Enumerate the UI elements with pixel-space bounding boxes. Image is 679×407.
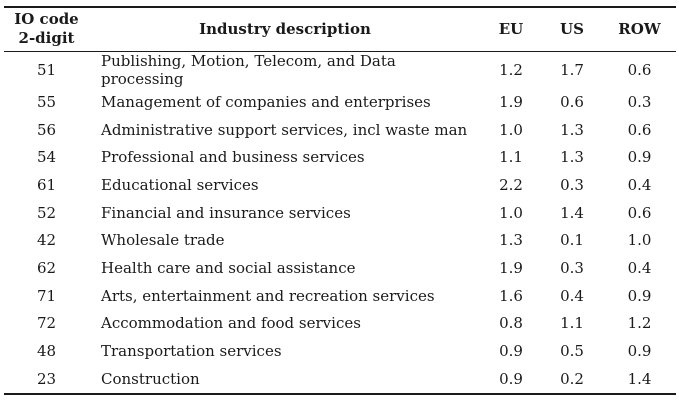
us-value-cell: 0.2 <box>560 369 584 388</box>
eu-value-cell: 1.2 <box>499 61 523 79</box>
io-code-cell: 48 <box>36 342 57 361</box>
table-row: 52 Financial and insurance services 1.0 1.4… <box>4 199 676 227</box>
table-row: 54 Professional and business services 1.1 1… <box>4 143 676 171</box>
table-row: 48 Transportation services 0.9 0.5 0.9 <box>4 337 676 365</box>
table-row: 56 Administrative support services, incl … <box>4 116 676 144</box>
industry-description-cell: Management of companies and enterprises <box>101 92 431 111</box>
row-value-cell: 0.4 <box>627 258 652 277</box>
row-value-cell: 0.9 <box>627 342 652 361</box>
io-code-cell: 54 <box>36 148 57 167</box>
row-value-cell: 1.4 <box>627 369 652 388</box>
industry-description-cell: Publishing, Motion, Telecom, and Data pr… <box>101 52 396 88</box>
us-value-cell: 0.5 <box>560 342 584 361</box>
eu-value-cell: 1.9 <box>499 258 523 277</box>
header-industry-description: Industry description <box>199 19 371 38</box>
row-value-cell: 0.6 <box>627 203 652 222</box>
header-row: ROW <box>618 19 661 38</box>
table-row: 51 Publishing, Motion, Telecom, and Data … <box>4 52 676 89</box>
table-row: 72 Accommodation and food services 0.8 1.1 1… <box>4 310 676 338</box>
industry-description-cell: Construction <box>101 369 200 388</box>
industry-description-cell: Financial and insurance services <box>101 203 351 222</box>
io-code-cell: 56 <box>36 120 57 139</box>
eu-value-cell: 1.6 <box>499 286 523 305</box>
row-value-cell: 1.2 <box>627 314 652 333</box>
table-row: 62 Health care and social assistance 1.9 0.… <box>4 254 676 282</box>
row-value-cell: 0.6 <box>627 61 652 79</box>
us-value-cell: 0.6 <box>560 92 584 111</box>
industry-table: IO code 2-digit Industry description EU … <box>4 6 676 395</box>
header-us: US <box>560 19 584 38</box>
table-body: 51 Publishing, Motion, Telecom, and Data … <box>4 52 676 394</box>
industry-table-container: IO code 2-digit Industry description EU … <box>4 6 676 395</box>
io-code-cell: 71 <box>36 286 57 305</box>
table-row: 23 Construction 0.9 0.2 1.4 <box>4 365 676 394</box>
io-code-cell: 61 <box>36 175 57 194</box>
industry-description-cell: Professional and business services <box>101 148 365 167</box>
io-code-cell: 42 <box>36 231 57 250</box>
eu-value-cell: 2.2 <box>499 175 523 194</box>
us-value-cell: 1.1 <box>560 314 584 333</box>
row-value-cell: 0.6 <box>627 120 652 139</box>
eu-value-cell: 1.3 <box>499 231 523 250</box>
industry-description-cell: Wholesale trade <box>101 231 225 250</box>
table-row: 42 Wholesale trade 1.3 0.1 1.0 <box>4 226 676 254</box>
row-value-cell: 0.9 <box>627 148 652 167</box>
row-value-cell: 0.3 <box>627 92 652 111</box>
io-code-cell: 55 <box>36 92 57 111</box>
eu-value-cell: 0.9 <box>499 342 523 361</box>
io-code-cell: 52 <box>36 203 57 222</box>
table-row: 71 Arts, entertainment and recreation ser… <box>4 282 676 310</box>
industry-description-cell: Administrative support services, incl wa… <box>101 120 468 139</box>
row-value-cell: 0.4 <box>627 175 652 194</box>
industry-description-cell: Accommodation and food services <box>101 314 361 333</box>
io-code-cell: 72 <box>36 314 57 333</box>
eu-value-cell: 0.8 <box>499 314 523 333</box>
industry-description-cell: Health care and social assistance <box>101 258 356 277</box>
table-row: 55 Management of companies and enterprise… <box>4 88 676 116</box>
industry-description-cell: Arts, entertainment and recreation servi… <box>101 286 435 305</box>
table-header-row: IO code 2-digit Industry description EU … <box>4 7 676 52</box>
header-io-code-line1: IO code <box>14 10 79 28</box>
eu-value-cell: 1.0 <box>499 203 523 222</box>
us-value-cell: 0.3 <box>560 175 584 194</box>
us-value-cell: 1.4 <box>560 203 584 222</box>
table-row: 61 Educational services 2.2 0.3 0.4 <box>4 171 676 199</box>
io-code-cell: 62 <box>36 258 57 277</box>
header-io-code-line2: 2-digit <box>18 29 75 47</box>
eu-value-cell: 0.9 <box>499 369 523 388</box>
industry-description-cell: Educational services <box>101 175 259 194</box>
us-value-cell: 1.3 <box>560 120 584 139</box>
us-value-cell: 1.7 <box>560 61 584 79</box>
us-value-cell: 1.3 <box>560 148 584 167</box>
us-value-cell: 0.1 <box>560 231 584 250</box>
industry-description-cell: Transportation services <box>101 342 282 361</box>
eu-value-cell: 1.1 <box>499 148 523 167</box>
eu-value-cell: 1.0 <box>499 120 523 139</box>
row-value-cell: 0.9 <box>627 286 652 305</box>
row-value-cell: 1.0 <box>627 231 652 250</box>
io-code-cell: 23 <box>36 369 57 388</box>
us-value-cell: 0.4 <box>560 286 584 305</box>
io-code-cell: 51 <box>36 61 57 79</box>
eu-value-cell: 1.9 <box>499 92 523 111</box>
header-io-code: IO code 2-digit <box>4 7 89 52</box>
us-value-cell: 0.3 <box>560 258 584 277</box>
header-eu: EU <box>498 19 524 38</box>
